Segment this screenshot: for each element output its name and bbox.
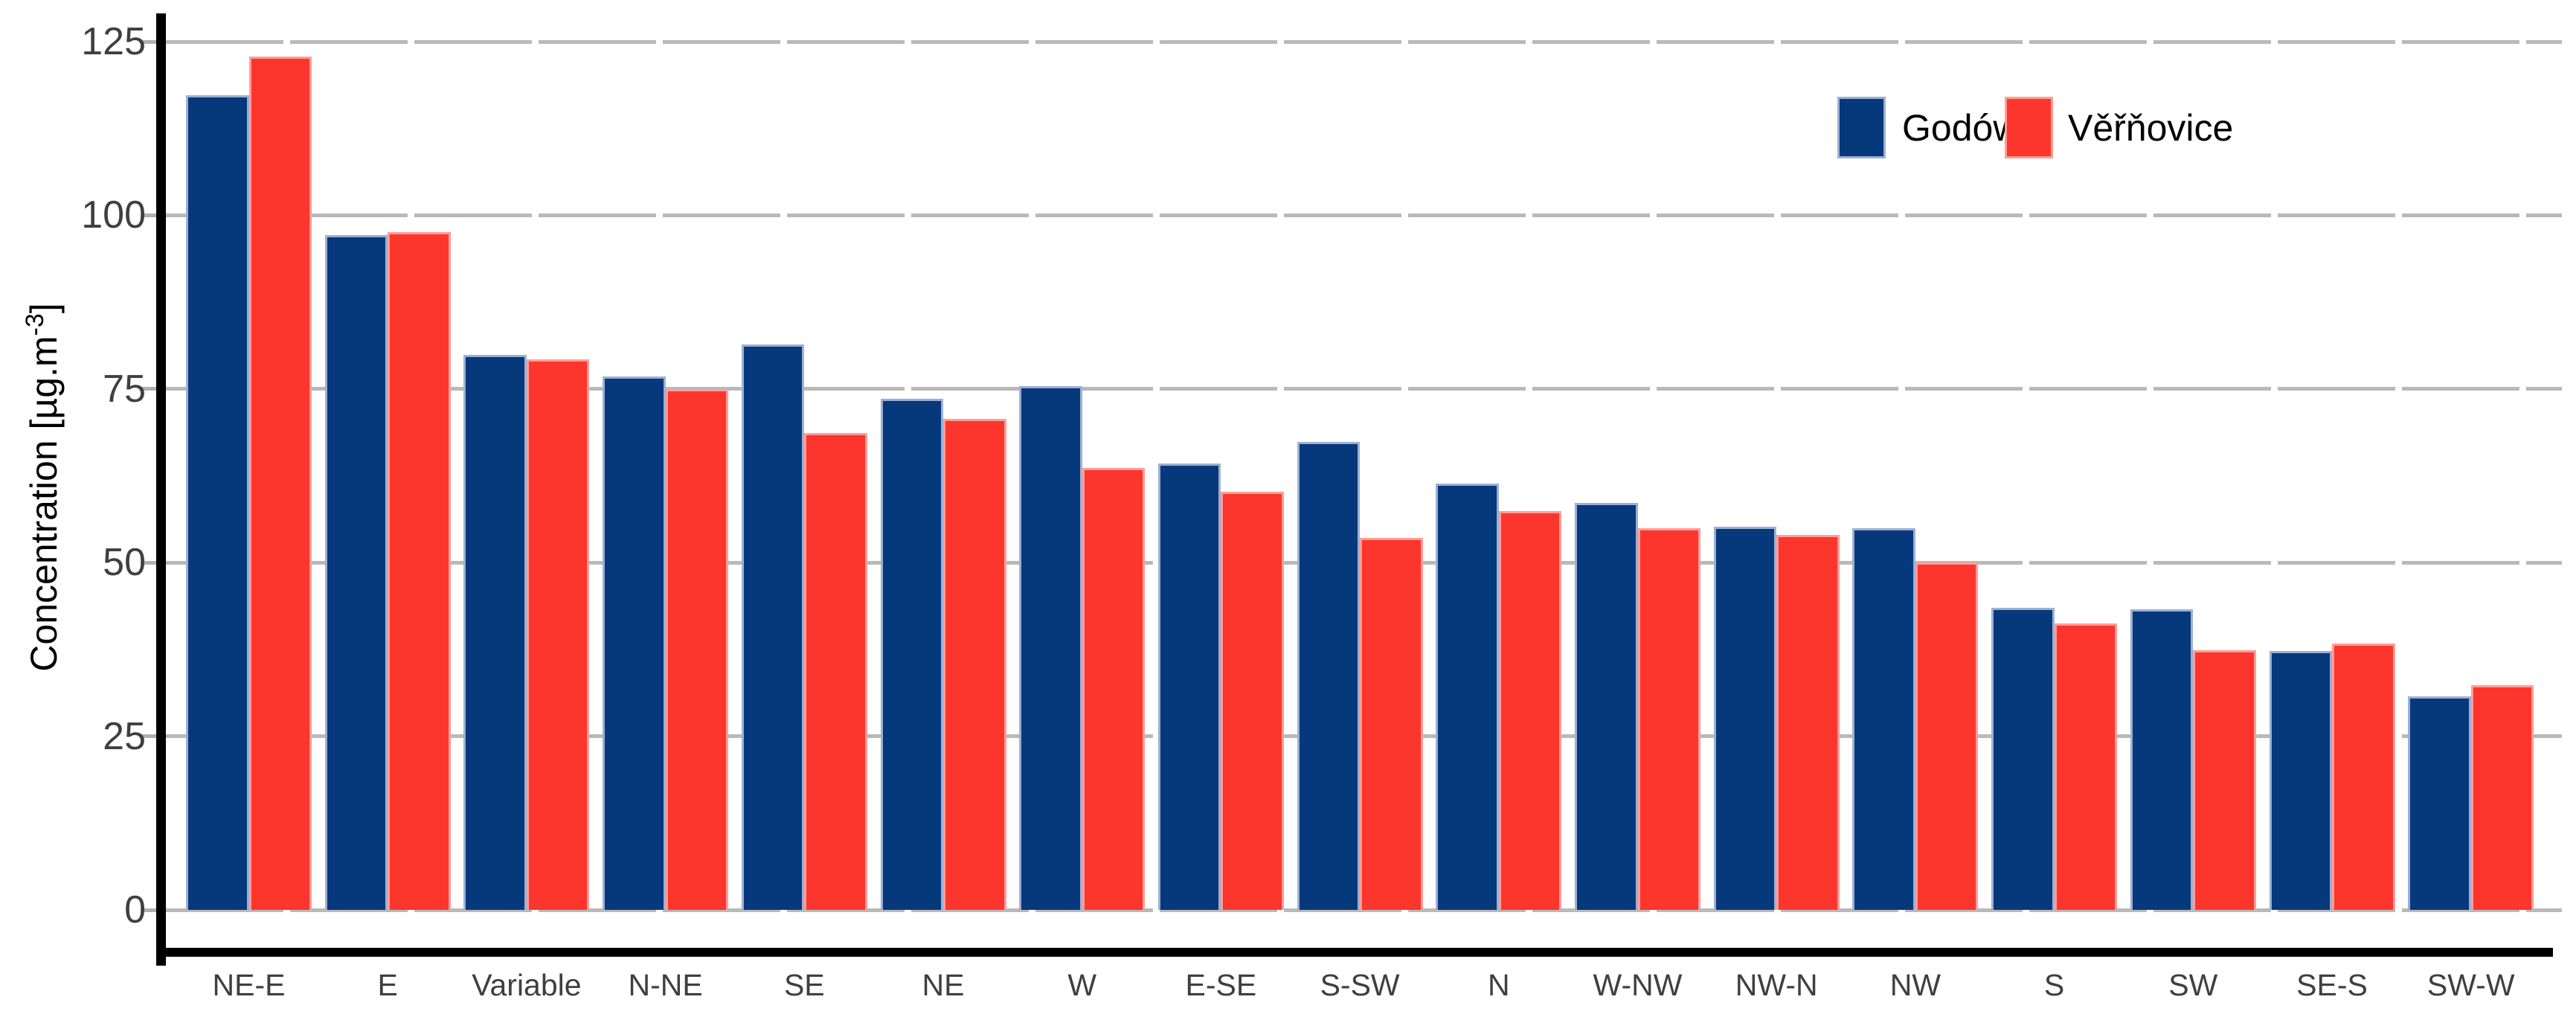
bar-E-SE-Věřňovice [1221,491,1284,910]
x-tick-label-W-NW: W-NW [1593,968,1683,1002]
y-axis-title-suffix: ] [22,303,65,314]
x-tick-label-NW-N: NW-N [1735,968,1818,1002]
gridline-0 [166,908,2562,912]
y-axis-title: Concentration [µg.m-3] [21,303,65,671]
bar-S-SW-Věřňovice [1360,537,1423,910]
bar-SE-S-Věřňovice [2332,644,2395,910]
gridline-100 [166,213,2562,217]
bar-SE-Godów [741,344,805,910]
y-tickmark-0 [141,908,156,912]
x-tick-label-SE: SE [783,968,825,1002]
bar-N-NE-Godów [603,376,666,910]
bar-NE-Godów [880,398,943,910]
x-tick-label-W: W [1067,968,1097,1002]
y-tickmark-75 [141,387,156,391]
bar-NE-Věřňovice [943,418,1006,910]
y-tick-label-125: 125 [81,20,146,63]
x-tick-label-E-SE: E-SE [1185,968,1257,1002]
y-tickmark-125 [141,39,156,44]
bar-N-Godów [1436,483,1499,910]
bar-NW-N-Věřňovice [1776,534,1840,910]
x-tick-label-NE-E: NE-E [212,968,286,1002]
bar-W-Godów [1019,386,1082,910]
bar-S-Věřňovice [2054,623,2118,910]
bar-SW-Věřňovice [2193,649,2256,910]
legend-swatch-godow [1837,97,1886,158]
legend-swatch-vernovice [2005,97,2053,158]
y-tick-label-75: 75 [103,367,146,411]
bar-SE-Věřňovice [804,432,867,910]
x-axis-line [156,948,2553,957]
y-tick-label-50: 50 [103,541,146,585]
y-axis-title-text: Concentration [µg.m [22,336,65,672]
x-tick-label-SW-W: SW-W [2426,968,2515,1002]
bar-NW-Věřňovice [1915,562,1979,910]
x-tick-label-S-SW: S-SW [1320,968,1400,1002]
x-tick-label-SW: SW [2168,968,2218,1002]
bar-SW-W-Godów [2408,696,2471,910]
x-tick-label-NE: NE [922,968,965,1002]
bar-NE-E-Věřňovice [248,56,312,910]
y-tick-label-100: 100 [81,193,146,237]
x-tick-label-S: S [2043,968,2065,1002]
y-axis-title-superscript: -3 [21,313,50,336]
bar-W-NW-Godów [1575,502,1638,910]
bar-NW-N-Godów [1713,526,1777,910]
y-tick-label-0: 0 [124,888,146,931]
bar-NE-E-Godów [186,94,249,910]
x-tick-label-N: N [1487,968,1510,1002]
legend-label-godow: Godów [1902,106,2020,149]
y-axis-line [156,13,166,966]
y-tickmark-25 [141,734,156,739]
bar-Variable-Godów [463,355,527,910]
bar-W-NW-Věřňovice [1637,528,1700,910]
x-tick-label-NW: NW [1889,968,1941,1002]
bar-Variable-Věřňovice [526,359,590,910]
bar-SW-Godów [2130,609,2194,910]
bar-N-Věřňovice [1498,511,1562,910]
bar-N-NE-Věřňovice [665,388,729,910]
bar-SW-W-Věřňovice [2470,685,2534,910]
bar-E-SE-Godów [1157,463,1221,910]
x-tick-label-E: E [377,968,398,1002]
bar-S-Godów [1991,607,2055,910]
y-tick-label-25: 25 [103,714,146,758]
bar-SE-S-Godów [2269,650,2332,910]
bar-E-Věřňovice [388,231,451,910]
gridline-75 [166,387,2562,391]
bar-E-Godów [324,234,388,910]
bar-S-SW-Godów [1297,441,1361,910]
y-tickmark-100 [141,213,156,217]
x-tick-label-N-NE: N-NE [628,968,703,1002]
legend-label-vernovice: Věřňovice [2068,106,2234,149]
bar-NW-Godów [1852,527,1915,910]
gridline-125 [166,39,2562,44]
y-tickmark-50 [141,560,156,565]
bar-W-Věřňovice [1082,468,1146,910]
x-tick-label-SE-S: SE-S [2296,968,2368,1002]
x-tick-label-Variable: Variable [472,968,582,1002]
